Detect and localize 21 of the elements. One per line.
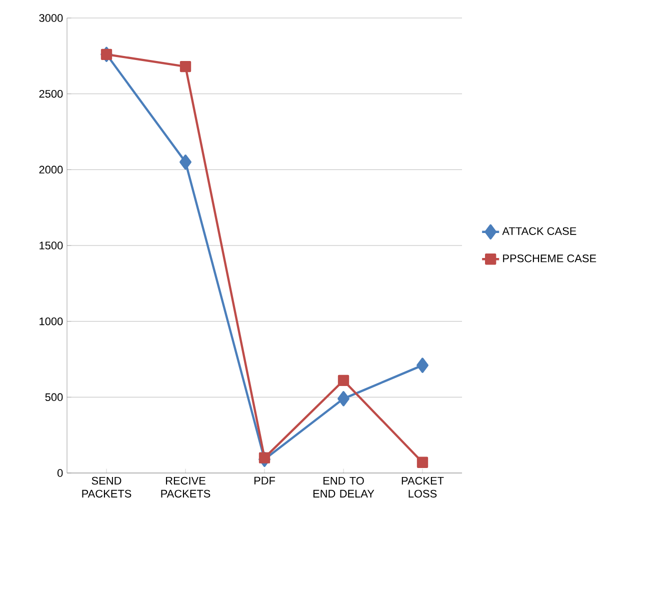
point <box>416 358 428 373</box>
x-tick-label: PDF <box>254 476 276 484</box>
y-tick-label: 2000 <box>39 166 63 174</box>
point <box>258 452 270 464</box>
x-tick-label: END TO END DELAY <box>313 476 374 498</box>
y-tick-label: 500 <box>45 393 63 402</box>
y-tick-label: 0 <box>57 469 63 477</box>
x-tick-label: PACKET LOSS <box>402 476 444 498</box>
y-tick-label: 1000 <box>40 317 63 326</box>
point <box>338 391 350 406</box>
point <box>338 374 350 386</box>
legend-label: ATTACK CASE <box>502 227 576 235</box>
x-tick-label: RECIVE PACKETS <box>161 476 210 498</box>
y-tick-label: 2500 <box>39 90 63 98</box>
y-tick-label: 1500 <box>40 242 63 250</box>
x-tick-label: SEND PACKETS <box>82 476 132 498</box>
point <box>416 456 428 468</box>
legend-label: PPSCHEME CASE <box>503 254 596 262</box>
point <box>180 154 192 170</box>
y-tick-label: 3000 <box>39 14 63 22</box>
point <box>180 60 192 72</box>
